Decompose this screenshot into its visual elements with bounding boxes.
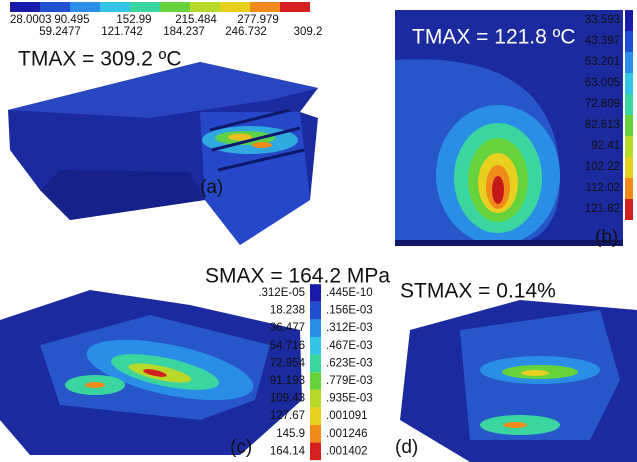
colorbar-swatch (310, 284, 321, 302)
legend-label: 121.742 (101, 26, 143, 38)
legend-label: 246.732 (225, 26, 267, 38)
legend-label: 59.2477 (39, 26, 81, 38)
legend-label: 36.477 (270, 322, 305, 334)
legend-label: 92.41 (591, 140, 620, 152)
legend-label: 102.22 (585, 161, 620, 173)
colorbar-swatch (625, 52, 633, 73)
legend-label: .935E-03 (326, 393, 373, 405)
legend-label: 72.954 (270, 357, 306, 369)
legend-label: 164.14 (270, 445, 306, 457)
legend-label: 112.02 (586, 182, 620, 194)
legend-label: 18.238 (270, 305, 305, 317)
panel-c-model (0, 290, 302, 455)
legend-label: 53.201 (585, 56, 620, 68)
colorbar-swatch (10, 2, 40, 12)
colorbar-swatch (190, 2, 220, 12)
panel-label: (b) (595, 227, 618, 248)
colorbar-swatch (40, 2, 70, 12)
legend-label: .779E-03 (326, 375, 373, 387)
colorbar-swatch (310, 372, 321, 390)
colorbar-swatch (625, 31, 633, 52)
legend-label: 145.9 (276, 428, 305, 440)
colorbar-swatch (310, 302, 321, 320)
legend-label: 215.484 (175, 14, 217, 26)
colorbar-swatch (625, 115, 633, 136)
legend-label: 90.495 (54, 14, 89, 26)
legend-label: .445E-10 (326, 287, 373, 299)
panel-a-model (8, 62, 318, 245)
legend-label: 184.237 (163, 26, 205, 38)
legend-label: .156E-03 (326, 305, 373, 317)
legend-label: .001246 (326, 428, 368, 440)
legend-label: 91.193 (270, 375, 305, 387)
colorbar-swatch (280, 2, 310, 12)
panel-title: TMAX = 309.2 ºC (18, 48, 182, 71)
colorbar-swatch (310, 425, 321, 443)
panel-d-model (400, 300, 637, 462)
legend-label: 33.593 (585, 14, 620, 26)
legend-label: .623E-03 (326, 357, 373, 369)
colorbar-swatch (70, 2, 100, 12)
panel-title: TMAX = 121.8 ºC (412, 26, 576, 49)
legend-label: 309.2 (294, 26, 323, 38)
legend-label: 152.99 (116, 14, 151, 26)
panel-label: (c) (230, 437, 252, 458)
panel-title: STMAX = 0.14% (400, 280, 556, 303)
colorbar-swatch (310, 337, 321, 355)
colorbar-swatch (220, 2, 250, 12)
colorbar-swatch (625, 94, 633, 115)
colorbar-swatch (310, 407, 321, 425)
colorbar-swatch (250, 2, 280, 12)
colorbar-swatch (625, 199, 633, 220)
legend-label: 121.82 (585, 203, 620, 215)
legend-label: 28.0003 (10, 14, 52, 26)
legend-label: .467E-03 (326, 340, 373, 352)
colorbar-swatch (130, 2, 160, 12)
colorbar-swatch (160, 2, 190, 12)
legend-label: 72.809 (585, 98, 620, 110)
legend-label: 109.43 (270, 393, 305, 405)
colorbar-swatch (100, 2, 130, 12)
colorbar-swatch (310, 443, 321, 461)
legend-label: 82.613 (585, 119, 620, 131)
colorbar-swatch (625, 73, 633, 94)
figure: TMAX = 309.2 ºC (a) TMAX = 121.8 ºC (b) … (0, 0, 637, 462)
colorbar-swatch (625, 178, 633, 199)
legend-label: 127.67 (270, 410, 305, 422)
legend-label: 43.397 (585, 35, 620, 47)
colorbar-swatch (625, 136, 633, 157)
colorbar-swatch (310, 319, 321, 337)
colorbar-swatch (310, 390, 321, 408)
legend-label: .001091 (326, 410, 368, 422)
legend-label: .001402 (326, 445, 368, 457)
legend-label: .312E-05 (258, 287, 305, 299)
legend-label: 54.716 (270, 340, 305, 352)
colorbar-swatch (625, 157, 633, 178)
colorbar-swatch (625, 10, 633, 31)
colorbar-swatch (310, 355, 321, 373)
panel-title: SMAX = 164.2 MPa (205, 265, 390, 288)
legend-label: 63.005 (585, 77, 620, 89)
legend-label: 277.979 (237, 14, 279, 26)
legend-label: .312E-03 (326, 322, 373, 334)
panel-label: (d) (395, 437, 418, 458)
panel-label: (a) (200, 177, 223, 198)
